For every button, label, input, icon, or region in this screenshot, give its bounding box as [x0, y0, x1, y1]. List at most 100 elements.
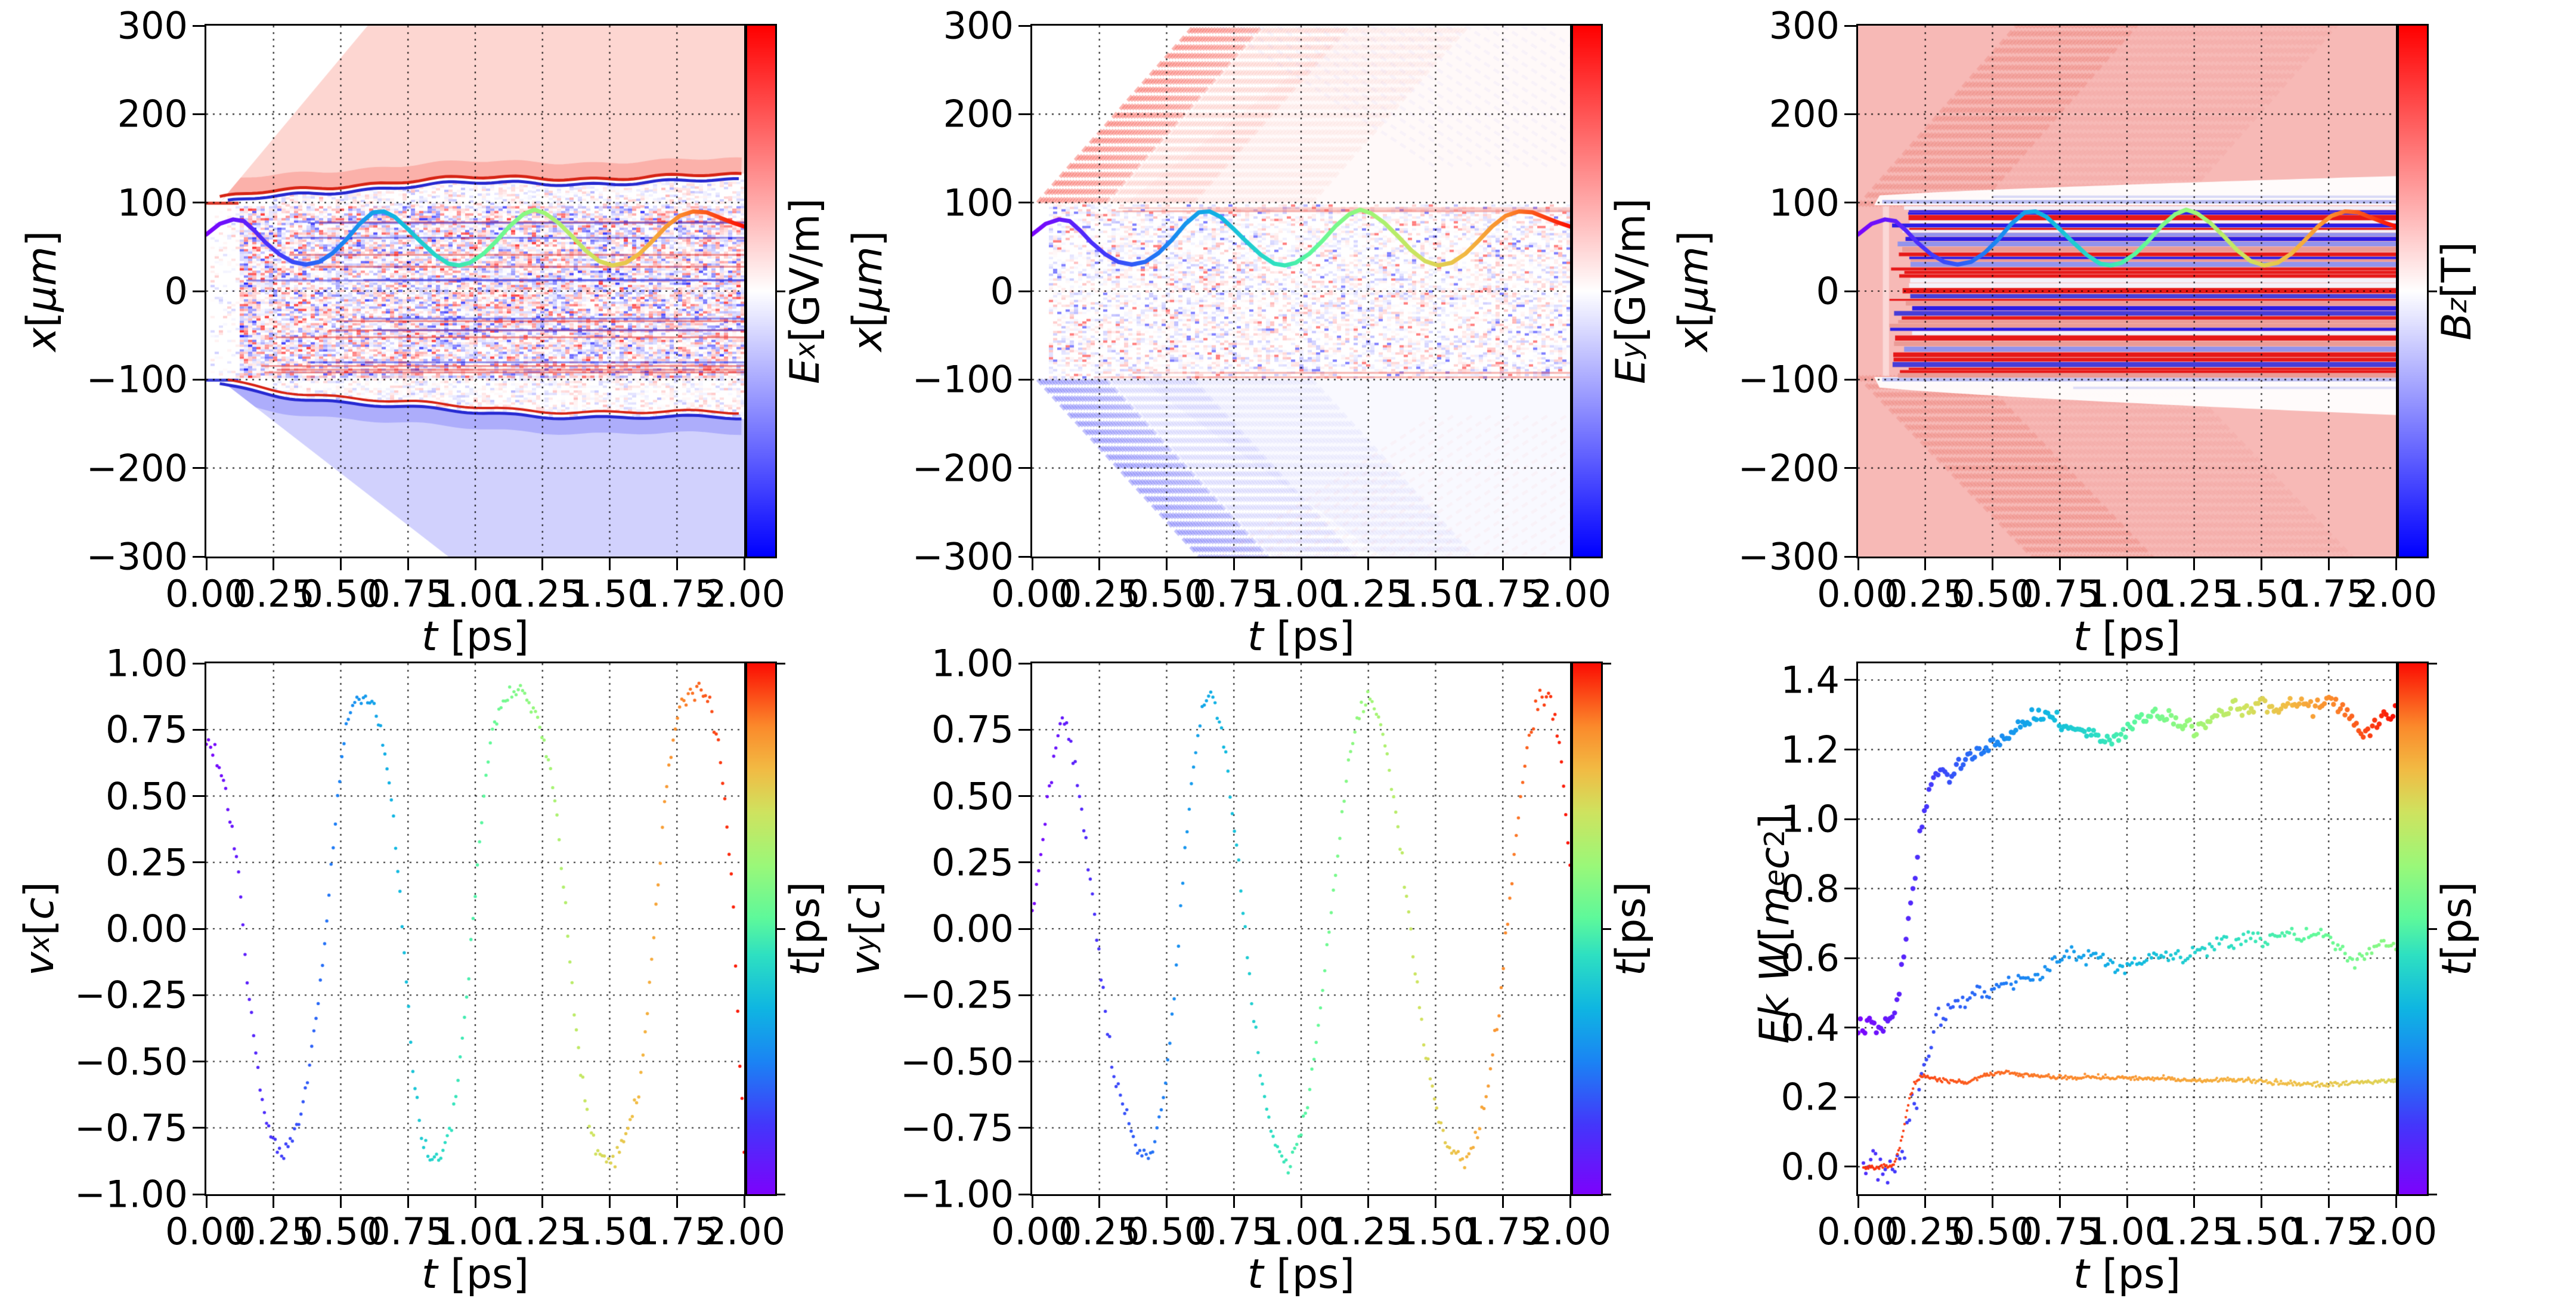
vy-x-ticklabel: 1.00 [1259, 1210, 1343, 1253]
ek-y-tickmark [1844, 888, 1856, 890]
ek-colorbar-label: t [ps] [2430, 571, 2484, 1287]
ex-x-ticklabel: 0.00 [165, 572, 248, 616]
label-fragment: [ps] [2089, 613, 2181, 660]
label-fragment: μm [18, 246, 66, 312]
vx-y-ticklabel: −0.75 [75, 1106, 188, 1150]
label-fragment: ] [844, 230, 891, 247]
vy-x-tickmark [1233, 1196, 1235, 1208]
label-fragment: [GV/m] [781, 198, 829, 342]
ex-x-tickmark [676, 558, 678, 570]
bz-x-tickmark [2193, 558, 2196, 570]
vx-y-ticklabel: 0.00 [105, 907, 188, 951]
bz-y-ticklabel: −200 [1738, 446, 1840, 490]
label-fragment: [ps] [1263, 1251, 1355, 1298]
label-fragment: t [2073, 1251, 2089, 1298]
ey-x-tickmark [1569, 558, 1571, 570]
vy-x-tickmark [1166, 1196, 1168, 1208]
ex-x-ticklabel: 1.25 [501, 572, 584, 616]
ex-x-tickmark [541, 558, 544, 570]
vy-y-ticklabel: 0.25 [931, 840, 1014, 885]
ex-x-ticklabel: 1.50 [568, 572, 651, 616]
vy-colorbar-spine [1571, 662, 1603, 1196]
vy-y-tickmark [1018, 728, 1030, 731]
bz-y-tickmark [1844, 378, 1856, 381]
vx-plot-canvas [206, 663, 744, 1194]
ek-x-ticklabel: 1.25 [2153, 1210, 2236, 1253]
ek-y-ticklabel: 1.4 [1781, 658, 1840, 702]
vy-plot-canvas [1032, 663, 1570, 1194]
ex-x-ticklabel: 0.50 [299, 572, 382, 616]
label-fragment: [ps] [781, 881, 829, 960]
ek-colorbar-spine [2397, 662, 2429, 1196]
ek-colorbar-tickmark [2429, 662, 2437, 665]
bz-x-ticklabel: 2.00 [2354, 572, 2438, 616]
ey-y-tickmark [1018, 24, 1030, 27]
ex-x-ticklabel: 1.75 [636, 572, 719, 616]
bz-colorbar-spine [2397, 24, 2429, 558]
vx-y-tickmark [193, 994, 205, 996]
ex-x-tickmark [743, 558, 745, 570]
label-fragment: e [1758, 869, 1791, 886]
label-fragment: [ [1670, 311, 1717, 328]
vx-x-tickmark [676, 1196, 678, 1208]
ex-x-tickmark [407, 558, 409, 570]
ex-axes-spine [205, 24, 746, 558]
label-fragment: v [16, 951, 63, 976]
label-fragment: x [18, 327, 66, 352]
ey-y-ticklabel: −300 [912, 534, 1014, 579]
bz-x-tickmark [2126, 558, 2128, 570]
vx-y-tickmark [193, 1193, 205, 1195]
ex-y-tickmark [193, 290, 205, 292]
vx-colorbar-spine [745, 662, 777, 1196]
ex-colorbar-canvas [747, 26, 775, 557]
vx-y-tickmark [193, 728, 205, 731]
label-fragment: [ps] [1607, 881, 1655, 960]
vx-x-ticklabel: 1.00 [434, 1210, 517, 1253]
label-fragment: y [1615, 342, 1647, 359]
vx-x-ticklabel: 0.00 [165, 1210, 248, 1253]
label-fragment: [ [1751, 926, 1798, 942]
vy-x-tickmark [1569, 1196, 1571, 1208]
bz-y-ticklabel: 200 [1769, 92, 1840, 136]
ek-y-ticklabel: 0.6 [1781, 936, 1840, 980]
vy-y-tickmark [1018, 795, 1030, 797]
ek-x-tickmark [1924, 1196, 1927, 1208]
ey-y-tickmark [1018, 378, 1030, 381]
ey-y-ticklabel: 200 [943, 92, 1014, 136]
bz-x-tickmark [1924, 558, 1927, 570]
label-fragment: y [849, 935, 881, 952]
ex-colorbar-tickmark [777, 290, 785, 292]
vx-y-tickmark [193, 795, 205, 797]
ey-x-ticklabel: 0.00 [990, 572, 1074, 616]
label-fragment: ] [18, 230, 66, 247]
ex-y-tickmark [193, 555, 205, 558]
vy-x-ticklabel: 1.75 [1462, 1210, 1544, 1253]
ek-x-ticklabel: 0.25 [1884, 1210, 1967, 1253]
vx-x-ticklabel: 1.75 [636, 1210, 719, 1253]
vy-x-tickmark [1300, 1196, 1302, 1208]
vx-x-ticklabel: 0.50 [299, 1210, 382, 1253]
ey-xlabel: t [ps] [1247, 613, 1355, 660]
bz-x-ticklabel: 1.50 [2220, 572, 2303, 616]
vy-x-tickmark [1031, 1196, 1033, 1208]
vy-colorbar-tickmark [1603, 928, 1611, 930]
vy-x-ticklabel: 1.50 [1394, 1210, 1477, 1253]
vx-axes-spine [205, 662, 746, 1196]
bz-x-tickmark [1992, 558, 1993, 570]
label-fragment: ] [1751, 814, 1798, 830]
label-fragment: t [1247, 613, 1264, 660]
ex-y-ticklabel: −300 [86, 534, 188, 579]
vx-y-tickmark [193, 1127, 205, 1129]
ey-axes-spine [1030, 24, 1572, 558]
ey-x-tickmark [1300, 558, 1302, 570]
bz-x-tickmark [2058, 558, 2061, 570]
vx-x-ticklabel: 2.00 [702, 1210, 786, 1253]
ek-y-tickmark [1844, 679, 1856, 681]
vy-x-tickmark [1501, 1196, 1504, 1208]
label-fragment: v [841, 951, 889, 976]
ex-y-ticklabel: 200 [117, 92, 188, 136]
label-fragment: [GV/m] [1607, 198, 1655, 342]
vy-y-tickmark [1018, 1193, 1030, 1195]
